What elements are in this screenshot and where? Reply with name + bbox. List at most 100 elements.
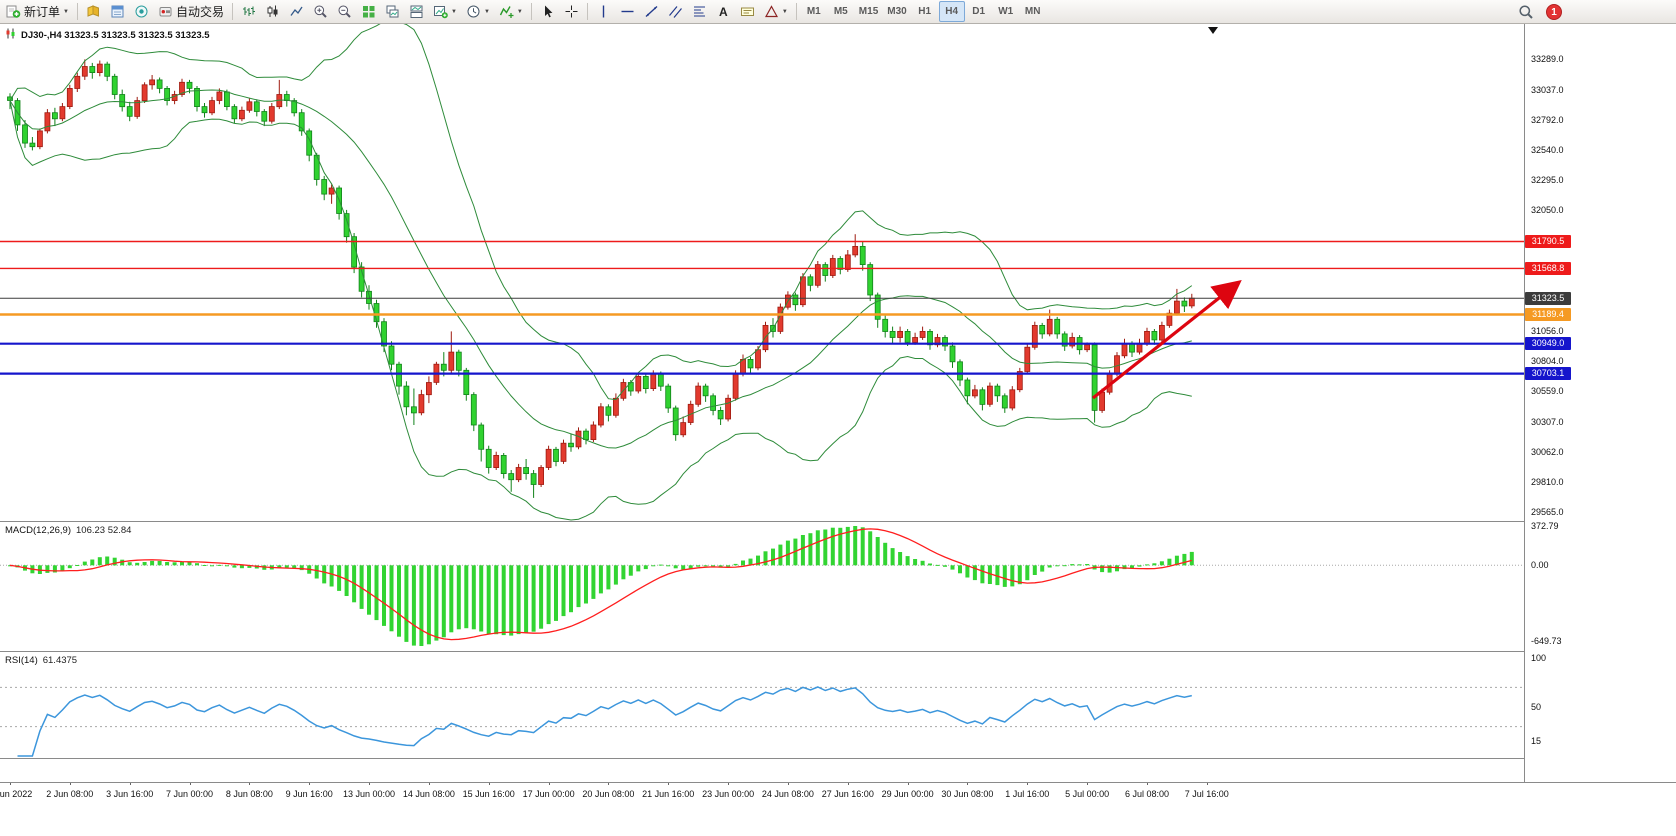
price-axis-label: 29810.0 bbox=[1531, 477, 1564, 488]
time-axis-tick bbox=[967, 782, 969, 785]
vertical-line-button[interactable] bbox=[592, 1, 615, 22]
bar-chart-icon bbox=[241, 4, 256, 19]
rsi-header: RSI(14) 61.4375 bbox=[5, 655, 77, 666]
timeframe-button-m30[interactable]: M30 bbox=[883, 1, 910, 22]
timeframe-button-m5[interactable]: M5 bbox=[828, 1, 854, 22]
shapes-button[interactable]: ▼ bbox=[760, 1, 792, 22]
time-axis-label: 20 Jun 08:00 bbox=[582, 789, 635, 799]
price-level-tag[interactable]: 31189.4 bbox=[1525, 308, 1571, 321]
price-level-tag[interactable]: 31323.5 bbox=[1525, 291, 1571, 305]
search-icon bbox=[1518, 4, 1534, 20]
time-axis-label: 21 Jun 16:00 bbox=[642, 789, 695, 799]
search-button[interactable] bbox=[1514, 1, 1538, 22]
notifications-badge[interactable]: 1 bbox=[1546, 4, 1562, 20]
timeframe-button-w1[interactable]: W1 bbox=[993, 1, 1019, 22]
toolbar-separator bbox=[76, 3, 78, 20]
timeframe-button-m15[interactable]: M15 bbox=[855, 1, 882, 22]
horizontal-line-button[interactable] bbox=[616, 1, 639, 22]
fibonacci-button[interactable] bbox=[688, 1, 711, 22]
time-axis-label: 27 Jun 16:00 bbox=[821, 789, 874, 799]
zoom-out-button[interactable] bbox=[333, 1, 356, 22]
price-axis-label: 33037.0 bbox=[1531, 85, 1564, 95]
toolbar-separator bbox=[795, 3, 797, 20]
price-axis-separator bbox=[1524, 24, 1525, 782]
time-axis-tick bbox=[1147, 782, 1148, 785]
horizontal-line-icon bbox=[620, 4, 635, 19]
text-button[interactable]: A bbox=[712, 1, 735, 22]
new-chart-button[interactable]: ▼ bbox=[429, 1, 461, 22]
data-window-button[interactable] bbox=[106, 1, 129, 22]
cursor-button[interactable] bbox=[536, 1, 559, 22]
time-axis[interactable]: 1 Jun 2022 2 Jun 08:00 3 Jun 16:00 7 Jun 00… bbox=[0, 782, 1524, 806]
price-level-tag[interactable]: 31790.5 bbox=[1525, 235, 1571, 248]
equidistant-channel-icon bbox=[668, 4, 683, 19]
time-axis-tick bbox=[668, 782, 670, 785]
time-axis-label: 17 Jun 00:00 bbox=[522, 789, 575, 799]
chart-symbol-header: DJ30-,H4 31323.5 31323.5 31323.5 31323.5 bbox=[5, 28, 210, 42]
chevron-down-icon: ▼ bbox=[450, 8, 457, 15]
rsi-pane[interactable] bbox=[0, 651, 1524, 758]
cascade-windows-icon bbox=[385, 4, 400, 19]
chart-shift-marker-icon[interactable] bbox=[1208, 27, 1218, 34]
text-label-button[interactable] bbox=[736, 1, 759, 22]
chevron-down-icon: ▼ bbox=[516, 8, 523, 15]
new-order-button[interactable]: 新订单 ▼ bbox=[2, 1, 73, 22]
timeframe-button-m1[interactable]: M1 bbox=[801, 1, 827, 22]
timeframe-button-h1[interactable]: H1 bbox=[912, 1, 938, 22]
rsi-label: RSI(14) bbox=[5, 655, 38, 666]
arrange-windows-button[interactable] bbox=[405, 1, 428, 22]
time-axis-tick bbox=[1027, 782, 1029, 785]
indicators-button[interactable]: ▼ bbox=[495, 1, 527, 22]
pane-separator bbox=[0, 758, 1676, 759]
shapes-icon bbox=[764, 4, 779, 19]
price-axis-label: 33289.0 bbox=[1531, 54, 1564, 65]
toolbar-separator bbox=[231, 3, 233, 20]
crosshair-button[interactable] bbox=[560, 1, 583, 22]
timeframe-button-h4[interactable]: H4 bbox=[938, 1, 965, 22]
cascade-windows-button[interactable] bbox=[381, 1, 404, 22]
tile-windows-button[interactable] bbox=[357, 1, 380, 22]
autotrading-button[interactable]: 自动交易 bbox=[154, 1, 228, 22]
period-menu-button[interactable]: ▼ bbox=[462, 1, 494, 22]
macd-axis-label: 0.00 bbox=[1531, 560, 1549, 571]
market-watch-button[interactable] bbox=[82, 1, 105, 22]
macd-pane[interactable] bbox=[0, 521, 1524, 651]
chevron-down-icon: ▼ bbox=[781, 8, 788, 15]
main-chart[interactable] bbox=[0, 24, 1524, 521]
text-label-icon bbox=[740, 4, 755, 19]
timeframe-button-mn[interactable]: MN bbox=[1020, 1, 1046, 22]
timeframe-button-d1[interactable]: D1 bbox=[966, 1, 992, 22]
price-level-tag[interactable]: 31568.8 bbox=[1525, 261, 1571, 275]
pane-separator[interactable] bbox=[0, 521, 1676, 522]
time-axis-tick bbox=[488, 782, 490, 785]
indicators-icon bbox=[499, 4, 514, 19]
trendline-icon bbox=[644, 4, 659, 19]
time-axis-label: 14 Jun 08:00 bbox=[402, 789, 455, 799]
time-axis-tick bbox=[309, 782, 311, 785]
rsi-axis-label: 100 bbox=[1531, 653, 1547, 663]
time-axis-tick bbox=[1087, 782, 1089, 785]
time-axis-label: 15 Jun 16:00 bbox=[462, 789, 515, 799]
new-order-label: 新订单 bbox=[24, 5, 61, 19]
price-level-tag[interactable]: 30949.0 bbox=[1525, 337, 1571, 351]
rsi-value: 61.4375 bbox=[42, 655, 78, 666]
line-chart-button[interactable] bbox=[285, 1, 308, 22]
candlestick-chart-button[interactable] bbox=[261, 1, 284, 22]
toolbar: 新订单 ▼ 自动交易 ▼ ▼ ▼ A ▼ M bbox=[0, 0, 1676, 24]
trendline-button[interactable] bbox=[640, 1, 663, 22]
candlestick-icon bbox=[265, 4, 280, 19]
zoom-in-button[interactable] bbox=[309, 1, 332, 22]
pane-separator[interactable] bbox=[0, 651, 1676, 652]
price-level-tag[interactable]: 30703.1 bbox=[1525, 367, 1571, 381]
chart-bottom-border bbox=[0, 782, 1676, 783]
toolbar-separator bbox=[530, 3, 532, 20]
market-watch-icon bbox=[86, 4, 101, 19]
time-axis-label: 5 Jul 00:00 bbox=[1065, 789, 1110, 799]
time-axis-tick bbox=[189, 782, 191, 785]
time-axis-label: 1 Jun 2022 bbox=[0, 789, 33, 799]
price-axis[interactable]: 33289.0 33037.0 32792.0 32540.0 32295.0 32050… bbox=[1525, 24, 1676, 782]
navigator-button[interactable] bbox=[130, 1, 153, 22]
channel-button[interactable] bbox=[664, 1, 687, 22]
bar-chart-button[interactable] bbox=[237, 1, 260, 22]
time-axis-tick bbox=[129, 782, 131, 785]
